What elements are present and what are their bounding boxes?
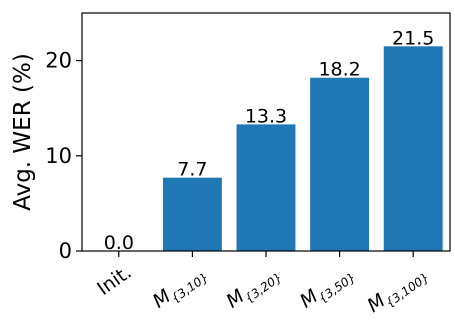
y-tick-label-2: 20	[45, 49, 72, 73]
bar-2	[236, 124, 296, 251]
y-tick-label-0: 0	[59, 239, 72, 263]
y-tick-label-1: 10	[45, 144, 72, 168]
x-tick-label-4: M{3,100}	[363, 261, 431, 319]
data-label-2: 13.3	[245, 105, 287, 127]
y-axis-label: Avg. WER (%)	[10, 53, 36, 211]
x-tick-label-2: M{3,20}	[222, 261, 284, 315]
bar-3	[310, 77, 370, 252]
x-tick-label-3: M{3,50}	[296, 261, 358, 315]
data-label-1: 7.7	[177, 159, 207, 181]
bar-1	[162, 177, 222, 251]
x-tick-label-0: Init.	[93, 261, 135, 300]
x-ticks-group: Init. M{3,10} M{3,20} M{3,50} M{3,100}	[93, 251, 432, 319]
bar-4	[383, 46, 443, 251]
data-label-4: 21.5	[392, 27, 434, 49]
data-labels-group: 0.0 7.7 13.3 18.2 21.5	[104, 27, 435, 254]
plot-frame	[81, 12, 451, 252]
y-ticks-group: 0 10 20	[45, 49, 82, 263]
bars-group	[162, 46, 443, 252]
data-label-0: 0.0	[104, 232, 134, 254]
x-tick-label-1: M{3,10}	[149, 261, 211, 315]
data-label-3: 18.2	[318, 59, 360, 81]
